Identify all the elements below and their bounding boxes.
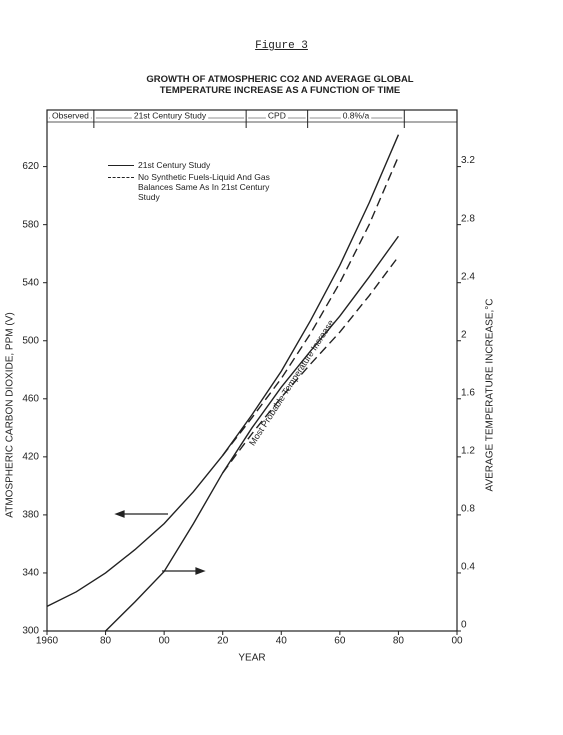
y-tick-label: 420 [22, 451, 39, 462]
series-line [222, 256, 399, 474]
period-label: CPD [268, 110, 286, 120]
x-tick-label: 00 [451, 636, 463, 647]
y-tick-label: 500 [22, 335, 39, 346]
legend-label: 21st Century Study [138, 160, 211, 170]
plot-frame [46, 109, 458, 632]
x-tick-label: 60 [334, 636, 346, 647]
y-tick-label: 620 [22, 161, 39, 172]
chart-title: GROWTH OF ATMOSPHERIC CO2 AND AVERAGE GL… [146, 74, 414, 96]
y2-axis-label: AVERAGE TEMPERATURE INCREASE,°C [485, 299, 496, 492]
legend-swatch [108, 177, 134, 178]
y2-tick-label: 1.2 [461, 445, 475, 456]
legend-entry: 21st Century Study [108, 160, 288, 170]
y-tick-label: 300 [22, 626, 39, 637]
x-tick-label: 20 [217, 636, 229, 647]
arrow-head [195, 567, 206, 575]
legend-swatch [108, 165, 134, 166]
series-line [105, 235, 399, 632]
x-tick-label: 80 [100, 636, 112, 647]
y2-tick-label: 2.8 [461, 213, 475, 224]
y2-tick-label: 2 [461, 329, 467, 340]
legend: 21st Century Study No Synthetic Fuels-Liq… [108, 160, 288, 204]
y-tick-label: 540 [22, 277, 39, 288]
y2-tick-label: 0.8 [461, 504, 475, 515]
y2-tick-label: 0 [461, 620, 467, 631]
y-tick-label: 460 [22, 393, 39, 404]
figure-label: Figure 3 [255, 40, 308, 52]
period-label-bg [340, 111, 372, 121]
period-label-bg [131, 111, 209, 121]
x-tick-label: 1960 [36, 636, 59, 647]
x-tick-label: 00 [159, 636, 171, 647]
y2-tick-label: 2.4 [461, 271, 475, 282]
y2-tick-label: 0.4 [461, 562, 475, 573]
y2-tick-label: 3.2 [461, 155, 475, 166]
period-label-bg [49, 111, 91, 121]
x-tick-label: 40 [276, 636, 288, 647]
arrow-head [114, 510, 125, 518]
x-axis-label: YEAR [238, 653, 265, 664]
y-tick-label: 580 [22, 219, 39, 230]
period-label-bg [265, 111, 288, 121]
x-tick-label: 80 [393, 636, 405, 647]
period-label: Observed [52, 110, 89, 120]
arrows [114, 510, 206, 575]
series-line [222, 156, 400, 456]
legend-label: No Synthetic Fuels-Liquid And Gas Balanc… [138, 172, 270, 202]
legend-entry: No Synthetic Fuels-Liquid And Gas Balanc… [108, 172, 288, 202]
period-label: 21st Century Study [134, 110, 207, 120]
y-tick-label: 340 [22, 568, 39, 579]
series-line [46, 134, 400, 607]
y-axis-label: ATMOSPHERIC CARBON DIOXIDE, PPM (V) [5, 312, 16, 517]
y2-tick-label: 1.6 [461, 387, 475, 398]
period-label: 0.8%/a [343, 110, 370, 120]
y-tick-label: 380 [22, 510, 39, 521]
